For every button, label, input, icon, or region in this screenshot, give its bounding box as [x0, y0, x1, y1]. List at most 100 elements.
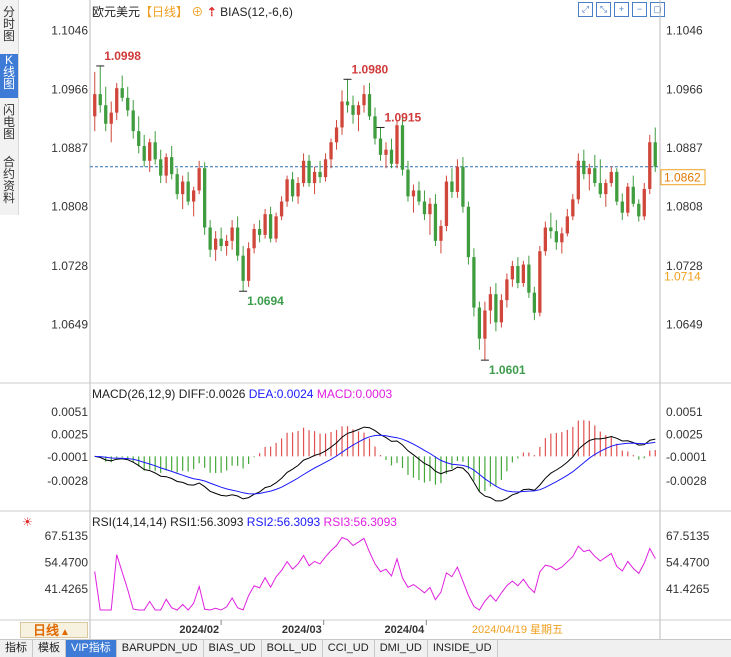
- tab-inside[interactable]: INSIDE_UD: [428, 640, 498, 657]
- candle: [411, 190, 416, 197]
- dea-line: [94, 434, 656, 495]
- candle: [312, 171, 317, 184]
- candle: [148, 142, 152, 161]
- high-annotation: 1.0980: [352, 62, 389, 76]
- candle: [626, 186, 630, 213]
- tab-barupdn[interactable]: BARUPDN_UD: [117, 640, 204, 657]
- price-tick-label: 1.0887: [51, 141, 88, 155]
- candle: [213, 238, 218, 250]
- price-tick-label: 1.1046: [51, 23, 88, 37]
- period-label[interactable]: 【日线】: [140, 5, 189, 19]
- tab-indicators[interactable]: 指标: [0, 640, 33, 657]
- candle: [334, 127, 339, 143]
- settings-icon[interactable]: ⊕: [191, 5, 204, 19]
- tab-cci[interactable]: CCI_UD: [323, 640, 375, 657]
- rsi-labels: RSI(14,14,14) RSI1:56.3093 RSI2:56.3093 …: [92, 515, 397, 529]
- candle: [373, 116, 377, 139]
- candle: [301, 160, 306, 184]
- candle: [192, 190, 196, 202]
- candle: [439, 226, 443, 241]
- candle: [153, 142, 157, 160]
- price-tick-label: 1.0649: [51, 318, 88, 332]
- candle: [450, 181, 454, 192]
- candle: [620, 201, 624, 213]
- candle: [203, 168, 207, 228]
- candle: [296, 183, 300, 197]
- tab-flash[interactable]: 闪电图: [2, 103, 15, 141]
- expand-icon[interactable]: ⤢: [578, 2, 593, 17]
- candle: [477, 307, 482, 339]
- candle: [648, 142, 652, 189]
- shrink-icon[interactable]: ⤡: [596, 2, 611, 17]
- price-tick-label: 1.1046: [666, 23, 703, 37]
- low-annotation: 1.0694: [247, 294, 284, 308]
- candle: [137, 131, 141, 146]
- candle: [521, 264, 526, 284]
- candle: [367, 94, 372, 117]
- candle: [615, 171, 619, 202]
- tab-dmi[interactable]: DMI_UD: [375, 640, 428, 657]
- candle: [181, 181, 185, 195]
- candle: [235, 227, 240, 256]
- macd-tick-label: -0.0028: [666, 474, 707, 488]
- sun-icon[interactable]: ☀: [22, 515, 33, 529]
- right-price-label: 1.0714: [664, 269, 701, 283]
- macd-tick-label: -0.0028: [47, 474, 88, 488]
- diff-line: [94, 426, 656, 502]
- rsi-tick-label: 41.4265: [666, 582, 710, 596]
- candle: [197, 168, 201, 191]
- candle: [257, 228, 262, 235]
- candle: [290, 179, 295, 197]
- rsi-line: [94, 536, 656, 611]
- rsi1-label: RSI1:56.3093: [170, 515, 244, 529]
- macd-value-label: MACD:0.0003: [316, 387, 393, 401]
- macd-label: MACD(26,12,9): [92, 387, 176, 401]
- candle: [329, 142, 333, 160]
- fullscreen-icon[interactable]: ▢: [650, 2, 665, 17]
- candle: [587, 168, 591, 175]
- tab-contract-info[interactable]: 合约资料: [2, 155, 15, 205]
- price-tick-label: 1.0728: [666, 259, 703, 273]
- candle: [433, 203, 438, 241]
- candle: [609, 171, 613, 184]
- candle: [642, 188, 646, 217]
- period-button[interactable]: 日线: [20, 622, 88, 638]
- candle: [307, 160, 311, 184]
- candle: [400, 125, 405, 170]
- remove-icon[interactable]: −: [632, 2, 647, 17]
- candle: [175, 174, 179, 195]
- add-icon[interactable]: +: [614, 2, 629, 17]
- tab-vip-indicators[interactable]: VIP指标: [66, 640, 117, 657]
- candle: [483, 310, 487, 339]
- candle: [378, 138, 383, 155]
- up-arrow-icon: ⇡: [206, 5, 217, 19]
- tab-kline[interactable]: K线图: [0, 54, 18, 98]
- price-tick-label: 1.0966: [666, 83, 703, 97]
- candle: [472, 257, 476, 308]
- candle: [120, 88, 124, 98]
- rsi-header: ☀: [22, 515, 33, 529]
- tab-templates[interactable]: 模板: [33, 640, 66, 657]
- candle: [505, 279, 509, 301]
- rsi-tick-label: 54.4700: [666, 555, 710, 569]
- tab-boll[interactable]: BOLL_UD: [262, 640, 323, 657]
- candle: [598, 183, 602, 195]
- candle: [395, 125, 399, 164]
- rsi3-label: RSI3:56.3093: [323, 515, 397, 529]
- tab-bias[interactable]: BIAS_UD: [204, 640, 262, 657]
- current-price-label: 1.0862: [664, 171, 701, 185]
- caret-up-icon[interactable]: ▲: [60, 627, 70, 638]
- price-tick-label: 1.0808: [666, 200, 703, 214]
- candle: [224, 240, 229, 247]
- candle: [571, 199, 575, 217]
- candle: [637, 203, 641, 217]
- candle: [323, 159, 328, 178]
- tab-timeshare[interactable]: 分时图: [2, 5, 15, 43]
- candle: [389, 149, 394, 164]
- candle: [186, 181, 190, 202]
- candle: [554, 231, 558, 243]
- candle: [527, 264, 531, 293]
- symbol-name: 欧元美元: [92, 5, 141, 19]
- candle: [93, 94, 97, 117]
